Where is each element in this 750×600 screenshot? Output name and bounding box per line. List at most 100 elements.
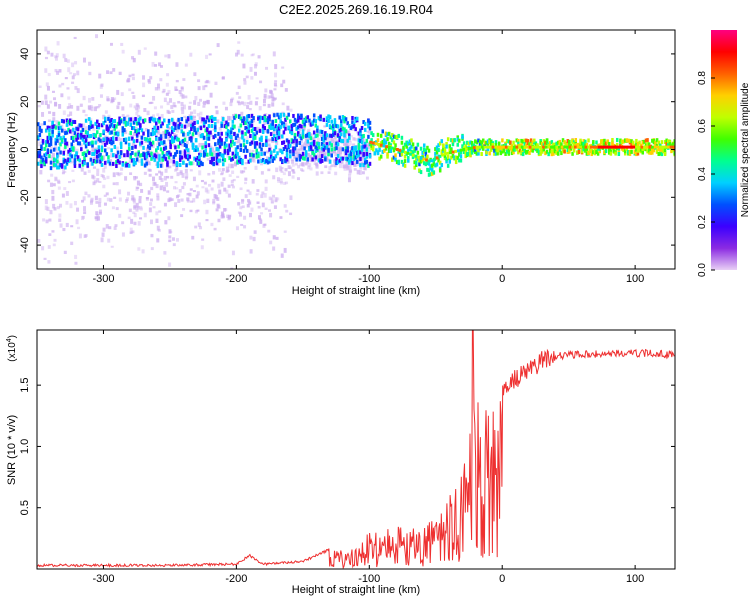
spectrogram-cell (126, 162, 129, 167)
spectrogram-noise-cell (175, 62, 179, 67)
spectrogram-cell (300, 113, 303, 118)
spectrogram-noise-cell (63, 147, 67, 152)
spectrogram-noise-cell (106, 197, 110, 202)
spectrogram-cell (365, 154, 369, 159)
spectrogram-cell (292, 113, 295, 118)
spectrogram-noise-cell (197, 101, 201, 106)
spectrogram-cell (638, 140, 641, 145)
spectrogram-noise-cell (101, 140, 105, 145)
spectrogram-cell (464, 150, 467, 155)
spectrogram-cell (571, 138, 574, 143)
spectrogram-noise-cell (201, 186, 205, 189)
spectrogram-cell (521, 152, 525, 157)
spectrogram-noise-cell (293, 153, 297, 158)
spectrogram-noise-cell (39, 169, 43, 175)
spectrogram-noise-cell (106, 175, 110, 180)
spectrogram-cell (292, 152, 295, 157)
spectrogram-cell (67, 149, 70, 154)
frequency-track-cell (467, 147, 471, 151)
spectrogram-noise-cell (187, 150, 191, 155)
spectrogram-cell (373, 151, 377, 156)
spectrogram-noise-cell (95, 106, 99, 109)
spectrogram-noise-cell (267, 103, 271, 108)
frequency-track-cell (507, 145, 511, 149)
spectrogram-noise-cell (363, 155, 367, 160)
spectrogram-cell (593, 151, 597, 156)
spectrogram-cell (239, 147, 243, 152)
spectrogram-cell (529, 138, 533, 143)
spectrogram-noise-cell (116, 105, 120, 110)
spectrogram-noise-cell (140, 188, 144, 193)
spectrogram-cell (408, 139, 412, 144)
spectrogram-noise-cell (280, 167, 284, 170)
spectrogram-noise-cell (92, 166, 96, 169)
spectrogram-cell (194, 137, 198, 142)
spectrogram-cell (44, 156, 48, 161)
spectrogram-cell (163, 140, 166, 145)
spectrogram-noise-cell (146, 148, 150, 153)
spectrogram-noise-cell (264, 207, 268, 210)
spectrogram-cell (533, 138, 536, 143)
spectrogram-cell (202, 121, 206, 126)
spectrogram-cell (660, 140, 664, 145)
spectrogram-cell (574, 138, 578, 143)
spectrogram-cell (284, 156, 287, 161)
spectrogram-cell (119, 141, 123, 146)
spectrogram-cell (80, 132, 83, 137)
spectrogram-noise-cell (147, 78, 151, 83)
spectrogram-noise-cell (136, 104, 140, 108)
frequency-track-cell (555, 145, 559, 149)
spectrogram-cell (108, 124, 112, 129)
frequency-track-cell (605, 145, 609, 149)
spectrogram-cell (352, 157, 356, 162)
spectrogram-noise-cell (279, 169, 283, 172)
spectrogram-noise-cell (71, 75, 75, 80)
spectrogram-noise-cell (132, 211, 136, 214)
spectrogram-noise-cell (134, 107, 138, 111)
spectrogram-noise-cell (246, 203, 250, 208)
spectrogram-noise-cell (263, 223, 267, 226)
spectrogram-noise-cell (205, 219, 209, 222)
spectrogram-cell (43, 146, 46, 151)
spectrogram-noise-cell (106, 98, 110, 102)
frequency-track-cell (616, 145, 620, 149)
spectrogram-noise-cell (236, 100, 240, 104)
spectrogram-noise-cell (251, 53, 255, 56)
spectrogram-cell (86, 130, 89, 135)
spectrogram-noise-cell (128, 88, 132, 92)
spectrogram-cell (75, 126, 78, 131)
spectrogram-cell (619, 138, 622, 143)
spectrogram-cell (432, 162, 436, 167)
spectrogram-cell (65, 122, 69, 127)
spectrogram-cell (54, 125, 58, 130)
spectrogram-noise-cell (234, 140, 238, 144)
spectrogram-noise-cell (179, 170, 183, 174)
spectrogram-cell (186, 148, 190, 153)
spectrogram-cell (293, 117, 297, 122)
spectrogram-cell (49, 166, 53, 171)
spectrogram-cell (244, 126, 247, 131)
spectrogram-cell (371, 133, 375, 138)
spectrogram-noise-cell (188, 105, 192, 110)
spectrogram-cell (576, 150, 579, 155)
spectrogram-cell (174, 152, 177, 157)
spectrogram-noise-cell (325, 139, 329, 142)
y-tick-label: 1.5 (19, 378, 31, 393)
spectrogram-cell (292, 146, 295, 151)
spectrogram-cell (115, 160, 118, 165)
spectrogram-cell (96, 150, 99, 155)
spectrogram-cell (437, 158, 440, 163)
spectrogram-noise-cell (197, 125, 201, 130)
spectrogram-noise-cell (62, 168, 66, 173)
spectrogram-cell (92, 151, 96, 156)
spectrogram-noise-cell (322, 140, 326, 145)
spectrogram-cell (223, 158, 227, 163)
spectrogram-noise-cell (209, 92, 213, 98)
spectrogram-noise-cell (164, 168, 168, 173)
spectrogram-noise-cell (38, 85, 42, 88)
frequency-track-cell (645, 145, 649, 149)
spectrogram-cell (386, 152, 389, 157)
spectrogram-noise-cell (103, 135, 107, 140)
spectrogram-noise-cell (158, 170, 162, 174)
spectrogram-cell (367, 118, 370, 123)
